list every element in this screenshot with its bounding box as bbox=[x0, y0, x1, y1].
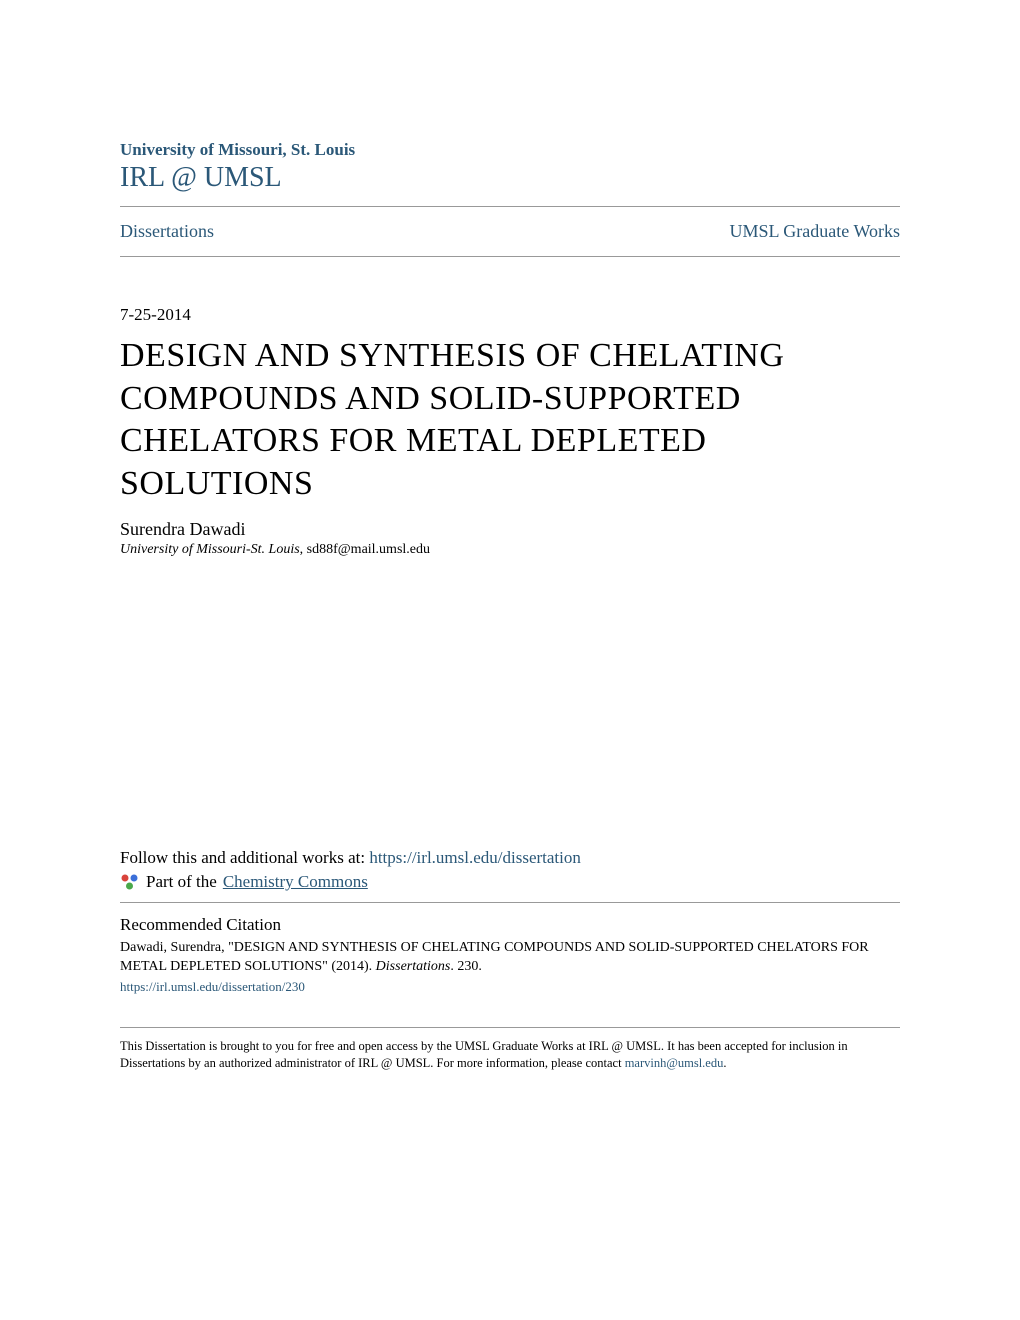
follow-prefix: Follow this and additional works at: bbox=[120, 848, 369, 867]
citation-section: Recommended Citation Dawadi, Surendra, "… bbox=[120, 915, 900, 995]
repository-name[interactable]: IRL @ UMSL bbox=[120, 162, 900, 194]
author-name: Surendra Dawadi bbox=[120, 519, 900, 540]
footer-part2: . bbox=[723, 1056, 726, 1070]
footer-text: This Dissertation is brought to you for … bbox=[120, 1038, 900, 1073]
citation-text: Dawadi, Surendra, "DESIGN AND SYNTHESIS … bbox=[120, 939, 900, 977]
footer-contact-link[interactable]: marvinh@umsl.edu bbox=[625, 1056, 724, 1070]
network-icon[interactable] bbox=[120, 872, 140, 892]
author-email: , sd88f@mail.umsl.edu bbox=[300, 542, 430, 557]
chemistry-commons-link[interactable]: Chemistry Commons bbox=[223, 872, 368, 892]
divider-citation bbox=[120, 902, 900, 903]
follow-url-link[interactable]: https://irl.umsl.edu/dissertation bbox=[369, 848, 581, 867]
header-section: University of Missouri, St. Louis IRL @ … bbox=[120, 140, 900, 194]
citation-heading: Recommended Citation bbox=[120, 915, 900, 935]
nav-row: Dissertations UMSL Graduate Works bbox=[120, 207, 900, 256]
follow-text: Follow this and additional works at: htt… bbox=[120, 848, 900, 868]
author-affiliation: University of Missouri-St. Louis, sd88f@… bbox=[120, 542, 900, 558]
part-of-row: Part of the Chemistry Commons bbox=[120, 872, 900, 892]
follow-section: Follow this and additional works at: htt… bbox=[120, 848, 900, 892]
citation-part1: Dawadi, Surendra, "DESIGN AND SYNTHESIS … bbox=[120, 940, 869, 974]
nav-graduate-works-link[interactable]: UMSL Graduate Works bbox=[729, 221, 900, 242]
citation-part2: . 230. bbox=[450, 959, 482, 974]
document-title: DESIGN AND SYNTHESIS OF CHELATING COMPOU… bbox=[120, 335, 900, 505]
divider-nav bbox=[120, 256, 900, 257]
part-of-prefix: Part of the bbox=[146, 872, 217, 892]
footer-part1: This Dissertation is brought to you for … bbox=[120, 1039, 848, 1071]
divider-footer bbox=[120, 1027, 900, 1028]
nav-dissertations-link[interactable]: Dissertations bbox=[120, 221, 214, 242]
citation-url-link[interactable]: https://irl.umsl.edu/dissertation/230 bbox=[120, 979, 900, 995]
document-date: 7-25-2014 bbox=[120, 305, 900, 325]
citation-italic: Dissertations bbox=[376, 959, 451, 974]
author-affiliation-text: University of Missouri-St. Louis bbox=[120, 542, 300, 557]
university-name: University of Missouri, St. Louis bbox=[120, 140, 900, 160]
